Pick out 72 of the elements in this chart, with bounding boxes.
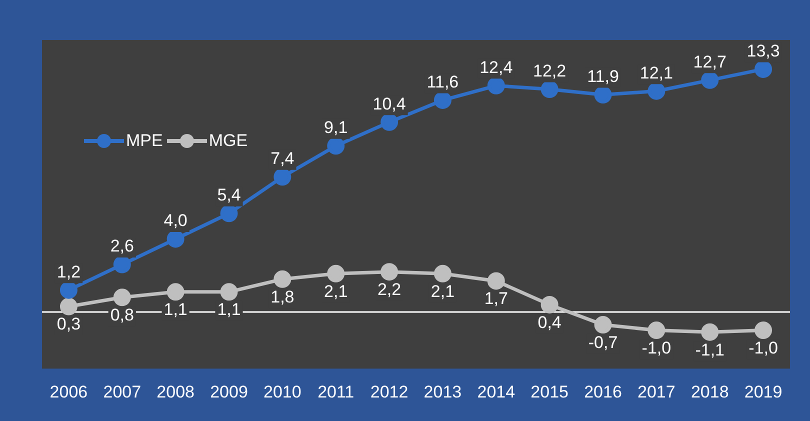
data-label: 2,2 — [377, 280, 402, 300]
point — [434, 264, 452, 282]
point — [220, 283, 238, 301]
legend-label: MGE — [208, 131, 248, 151]
x-tick-label: 2015 — [530, 382, 568, 402]
x-tick-label: 2016 — [584, 382, 622, 402]
data-label: 1,1 — [217, 300, 241, 320]
data-label: 1,7 — [484, 289, 508, 308]
data-label: 2,6 — [110, 236, 134, 256]
data-label: 1,8 — [270, 287, 294, 306]
data-label: -0,7 — [588, 332, 618, 352]
point — [594, 316, 612, 334]
x-tick-label: 2011 — [318, 382, 354, 402]
x-tick-label: 2009 — [210, 382, 248, 402]
data-label: 12,4 — [480, 58, 513, 77]
data-label: -1,1 — [695, 340, 725, 360]
x-tick-label: 2010 — [264, 382, 302, 402]
data-label: 13,3 — [746, 41, 780, 60]
data-label: 11,9 — [587, 66, 619, 86]
point — [166, 283, 184, 301]
data-label: 11,6 — [426, 72, 459, 92]
x-tick-label: 2014 — [477, 382, 516, 402]
point — [487, 76, 505, 94]
data-label: 12,2 — [533, 61, 566, 80]
data-label: 7,4 — [270, 149, 294, 168]
point — [487, 272, 505, 290]
point — [594, 86, 612, 104]
x-tick-label: 2008 — [156, 382, 194, 402]
point — [166, 230, 184, 248]
point — [113, 288, 131, 306]
point — [754, 322, 772, 340]
data-label: 12,1 — [640, 63, 673, 82]
point — [274, 168, 292, 186]
data-label: 12,7 — [693, 52, 726, 72]
point — [274, 270, 292, 288]
data-label: 5,4 — [217, 186, 241, 205]
data-label: 4,0 — [164, 211, 188, 230]
data-label: 0,3 — [56, 314, 81, 334]
point — [380, 263, 398, 281]
data-label: -1,0 — [642, 338, 672, 358]
point — [701, 71, 719, 89]
legend-label: MPE — [126, 131, 163, 151]
data-label: 2,1 — [430, 282, 455, 301]
point — [113, 256, 131, 274]
data-label: 1,1 — [164, 300, 188, 320]
data-label: 9,1 — [324, 118, 348, 138]
x-tick-label: 2017 — [638, 382, 676, 402]
point — [540, 296, 558, 314]
point — [648, 322, 666, 340]
point — [220, 204, 238, 222]
data-label: 0,8 — [110, 306, 134, 325]
point — [648, 82, 666, 100]
point — [60, 281, 78, 299]
data-label: 10,4 — [372, 94, 406, 114]
data-label: 1,2 — [56, 262, 81, 282]
x-tick-label: 2007 — [103, 382, 142, 402]
x-tick-label: 2019 — [744, 382, 782, 402]
x-tick-label: 2018 — [690, 382, 729, 402]
x-tick-label: 2006 — [50, 382, 88, 402]
point — [60, 298, 78, 316]
point — [701, 323, 719, 341]
point — [540, 80, 558, 98]
data-label: 0,4 — [538, 312, 562, 332]
point — [327, 137, 345, 155]
data-label: 2,1 — [324, 282, 348, 301]
x-tick-label: 2012 — [370, 382, 408, 402]
point — [327, 264, 345, 282]
point — [434, 91, 452, 109]
data-label: -1,0 — [748, 338, 778, 358]
point — [754, 60, 772, 78]
x-tick-label: 2013 — [424, 382, 462, 402]
point — [380, 113, 398, 131]
